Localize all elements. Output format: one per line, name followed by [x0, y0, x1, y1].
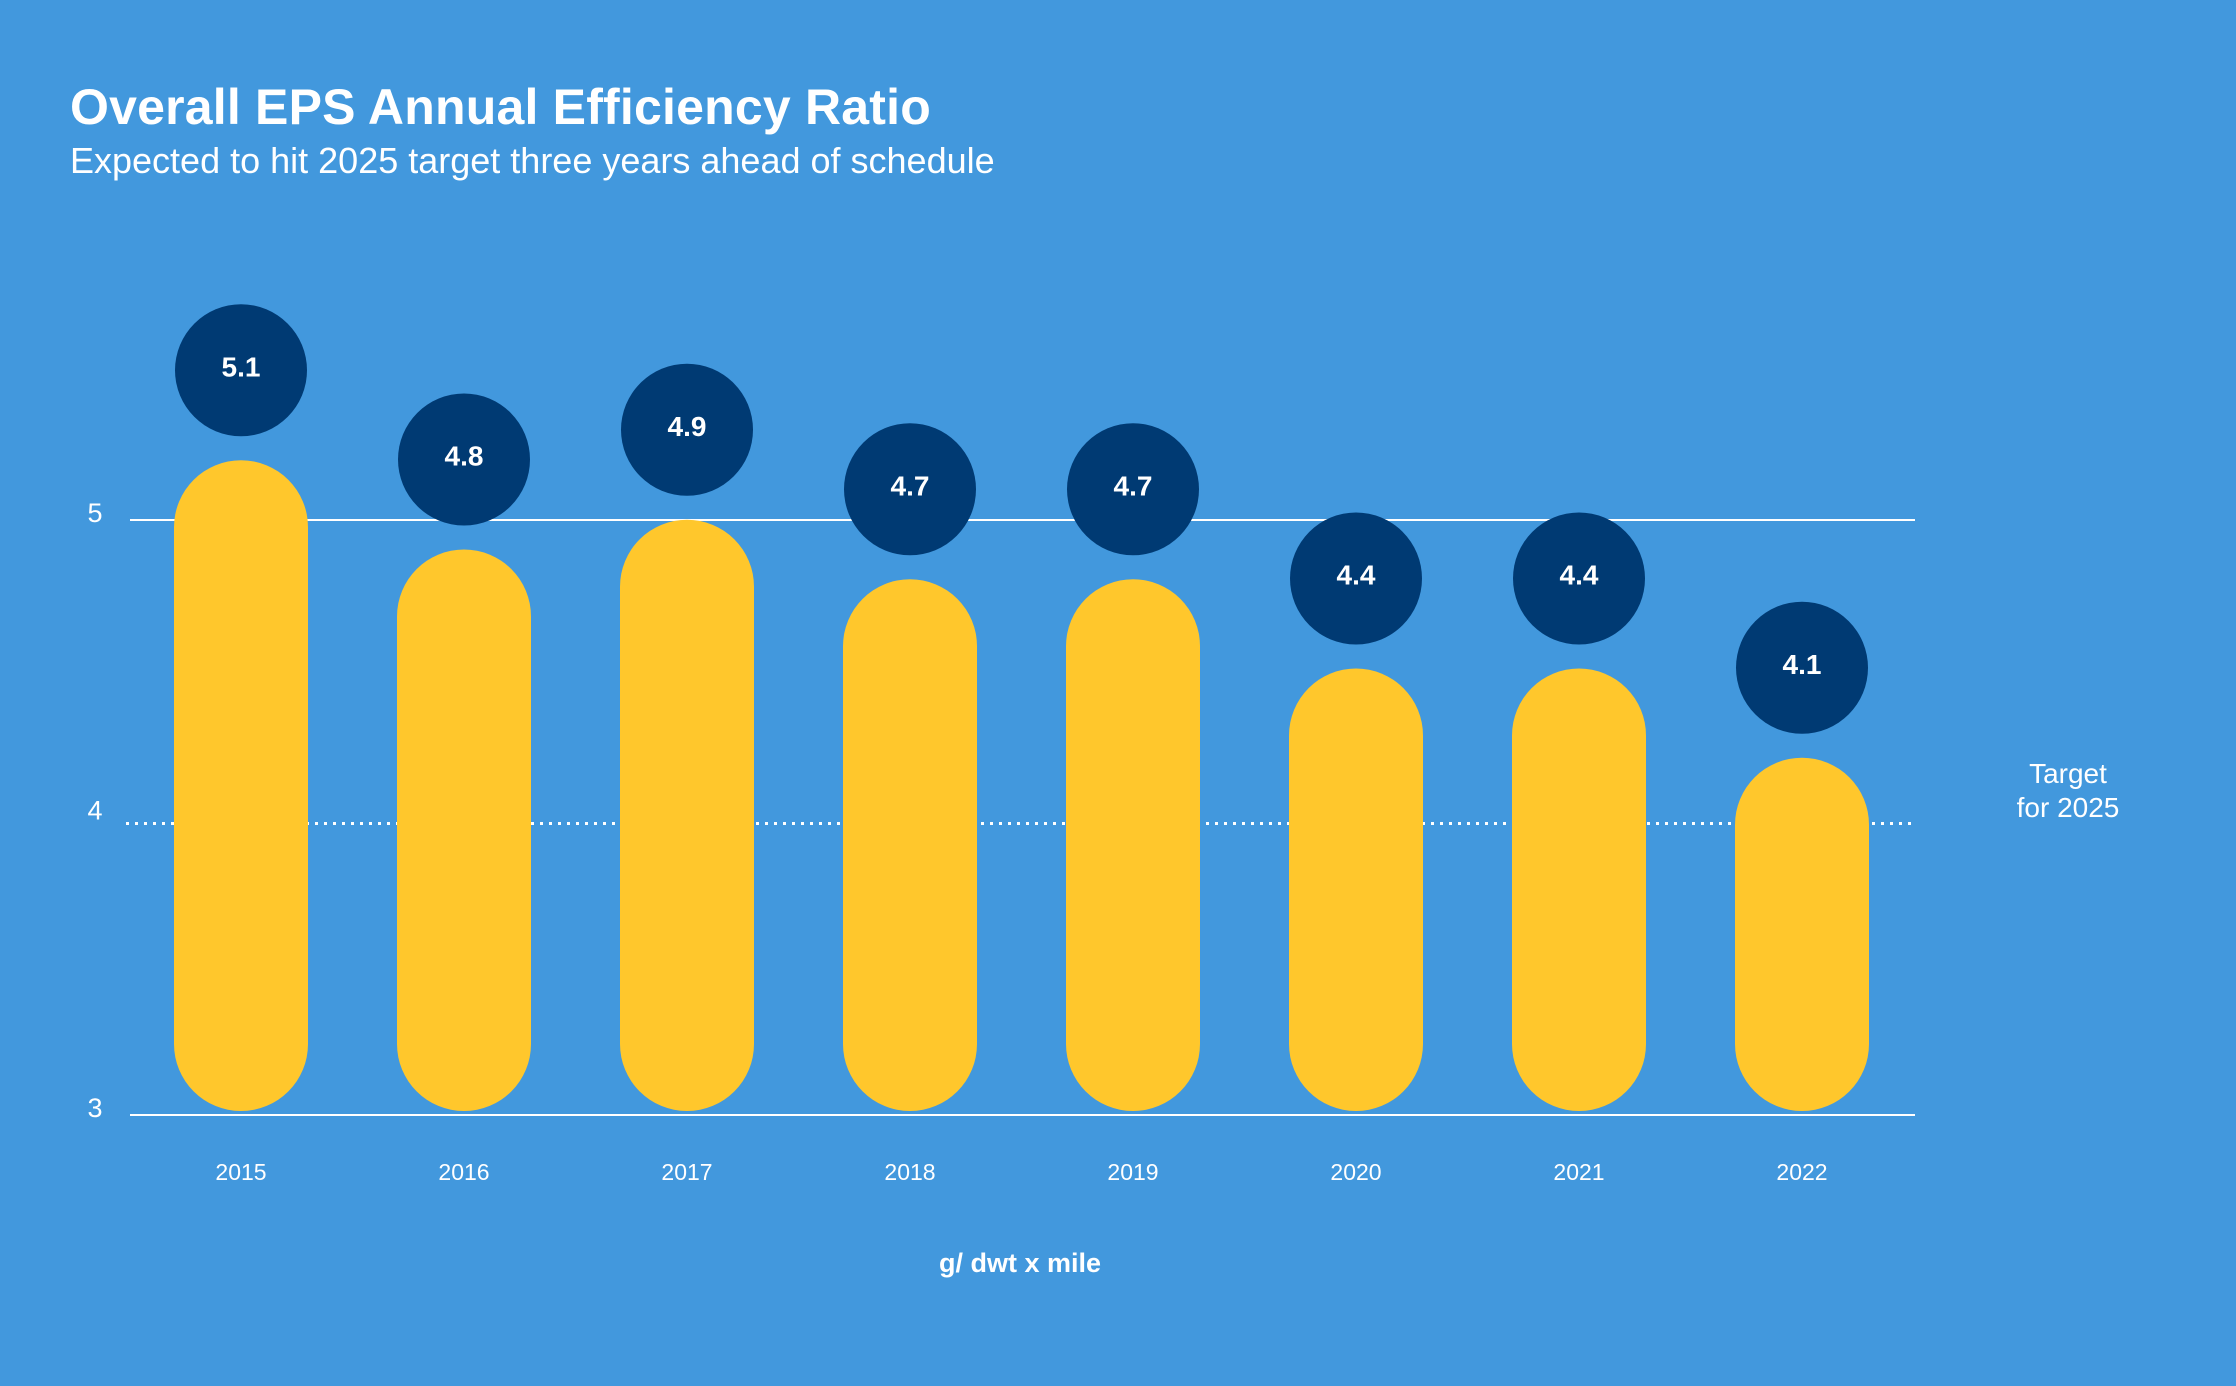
- value-badge: [1067, 423, 1199, 556]
- chart-subtitle: Expected to hit 2025 target three years …: [70, 140, 995, 181]
- bar: [843, 579, 977, 1111]
- x-tick-label: 2016: [438, 1159, 489, 1185]
- x-tick-label: 2018: [884, 1159, 935, 1185]
- value-badge: [844, 423, 976, 556]
- bar: [1066, 579, 1200, 1111]
- value-badge: [1513, 512, 1645, 645]
- x-tick-label: 2015: [215, 1159, 266, 1185]
- bar: [620, 519, 754, 1111]
- bar: [1735, 757, 1869, 1111]
- data-label: 4.4: [1560, 560, 1599, 591]
- x-tick-label: 2017: [661, 1159, 712, 1185]
- x-axis-label: g/ dwt x mile: [939, 1248, 1101, 1278]
- value-badge: [621, 363, 753, 496]
- data-label: 4.7: [891, 470, 930, 501]
- y-tick-label: 4: [87, 796, 102, 826]
- x-tick-label: 2022: [1776, 1159, 1827, 1185]
- value-badge: [1736, 601, 1868, 734]
- data-label: 4.4: [1337, 560, 1376, 591]
- x-tick-label: 2019: [1107, 1159, 1158, 1185]
- value-badge: [175, 304, 307, 437]
- bar: [1512, 668, 1646, 1111]
- data-label: 4.7: [1114, 470, 1153, 501]
- bar: [397, 549, 531, 1111]
- target-label: Target: [2029, 758, 2107, 789]
- x-tick-label: 2020: [1330, 1159, 1381, 1185]
- y-tick-label: 5: [87, 498, 102, 528]
- bar: [174, 460, 308, 1111]
- bar: [1289, 668, 1423, 1111]
- value-badge: [1290, 512, 1422, 645]
- value-badge: [398, 393, 530, 526]
- y-tick-label: 3: [87, 1093, 102, 1123]
- data-label: 4.1: [1783, 649, 1822, 680]
- data-label: 5.1: [222, 351, 261, 382]
- x-tick-label: 2021: [1553, 1159, 1604, 1185]
- target-label-line2: for 2025: [2017, 792, 2120, 823]
- data-label: 4.9: [668, 411, 707, 442]
- chart-title: Overall EPS Annual Efficiency Ratio: [70, 79, 931, 135]
- data-label: 4.8: [445, 441, 484, 472]
